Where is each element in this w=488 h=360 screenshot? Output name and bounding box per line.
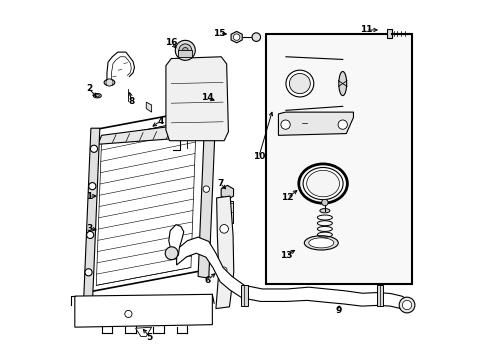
Circle shape	[90, 145, 97, 152]
Text: 2: 2	[86, 84, 92, 93]
Circle shape	[106, 79, 113, 86]
Circle shape	[86, 231, 94, 238]
Circle shape	[182, 48, 188, 53]
Circle shape	[175, 40, 195, 60]
Ellipse shape	[95, 228, 101, 231]
Polygon shape	[168, 225, 183, 258]
Polygon shape	[231, 31, 242, 43]
Ellipse shape	[285, 70, 313, 97]
Text: 7: 7	[217, 179, 223, 188]
Ellipse shape	[304, 236, 338, 250]
Text: 6: 6	[204, 275, 211, 284]
Polygon shape	[85, 109, 206, 293]
Text: 13: 13	[279, 251, 292, 260]
Text: 12: 12	[281, 193, 293, 202]
Circle shape	[233, 34, 240, 40]
Circle shape	[221, 267, 226, 273]
Text: 5: 5	[146, 333, 153, 342]
Bar	[222, 201, 232, 223]
Bar	[265, 33, 411, 284]
Circle shape	[124, 310, 132, 318]
Polygon shape	[83, 128, 100, 298]
Text: 11: 11	[359, 26, 371, 35]
Text: 14: 14	[200, 93, 213, 102]
Bar	[241, 285, 247, 306]
Polygon shape	[176, 237, 408, 312]
Circle shape	[321, 199, 327, 206]
Ellipse shape	[95, 95, 99, 97]
Ellipse shape	[303, 167, 343, 200]
Polygon shape	[278, 112, 353, 135]
Ellipse shape	[306, 170, 339, 197]
Polygon shape	[165, 57, 228, 141]
Text: 16: 16	[164, 38, 177, 47]
Ellipse shape	[104, 79, 115, 86]
Bar	[376, 285, 382, 306]
Polygon shape	[98, 123, 198, 144]
Ellipse shape	[308, 238, 333, 248]
Ellipse shape	[338, 72, 346, 96]
Circle shape	[402, 300, 411, 310]
Polygon shape	[221, 185, 233, 200]
Ellipse shape	[319, 208, 329, 213]
Polygon shape	[216, 196, 233, 309]
Bar	[386, 29, 391, 38]
Text: 8: 8	[128, 97, 135, 106]
Text: 4: 4	[157, 117, 163, 126]
Circle shape	[398, 297, 414, 313]
Text: 3: 3	[86, 224, 92, 233]
Circle shape	[88, 183, 96, 190]
Ellipse shape	[93, 94, 101, 98]
Circle shape	[165, 247, 178, 260]
Circle shape	[85, 269, 92, 276]
Ellipse shape	[93, 227, 103, 233]
Polygon shape	[96, 119, 196, 285]
Polygon shape	[146, 102, 151, 112]
Polygon shape	[198, 107, 216, 278]
Circle shape	[200, 243, 206, 249]
Text: 10: 10	[252, 152, 264, 161]
Circle shape	[251, 33, 260, 41]
Text: 1: 1	[86, 192, 92, 201]
Text: 15: 15	[213, 29, 225, 38]
Circle shape	[203, 186, 209, 192]
Polygon shape	[75, 294, 212, 327]
Bar	[178, 50, 192, 57]
Text: 9: 9	[335, 306, 342, 315]
Circle shape	[179, 44, 191, 57]
Ellipse shape	[289, 73, 310, 94]
Polygon shape	[135, 327, 151, 337]
Circle shape	[281, 120, 290, 129]
Circle shape	[220, 225, 228, 233]
Circle shape	[205, 129, 212, 135]
Circle shape	[337, 120, 346, 129]
